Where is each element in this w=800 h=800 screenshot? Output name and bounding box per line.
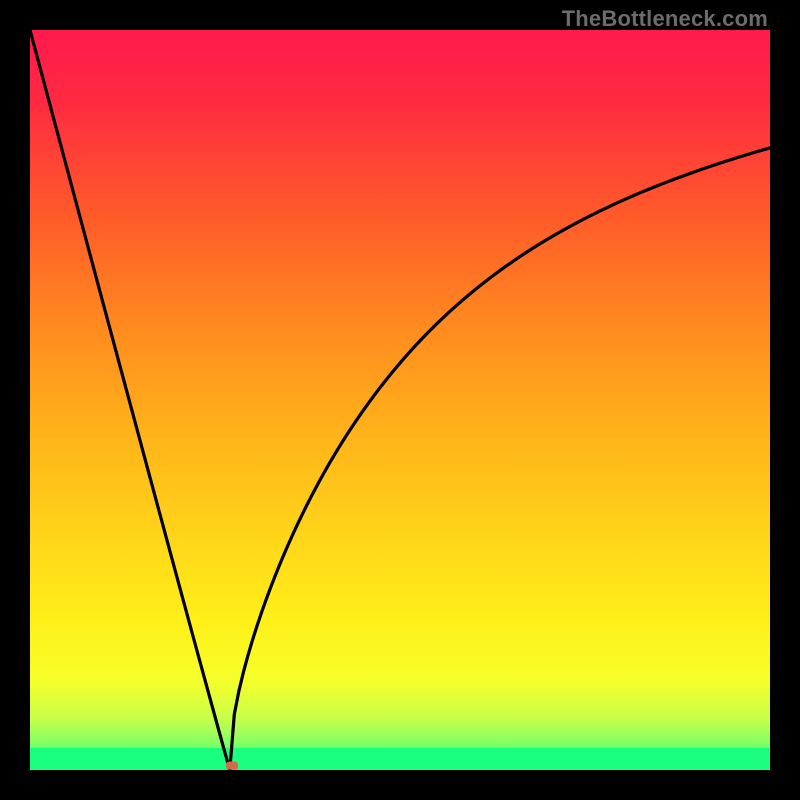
plot-area <box>30 30 770 770</box>
chart-svg <box>30 30 770 770</box>
bottom-green-band <box>30 748 770 770</box>
chart-frame: TheBottleneck.com <box>0 0 800 800</box>
minimum-marker <box>226 761 238 769</box>
gradient-background <box>30 30 770 770</box>
attribution-text: TheBottleneck.com <box>562 6 768 32</box>
